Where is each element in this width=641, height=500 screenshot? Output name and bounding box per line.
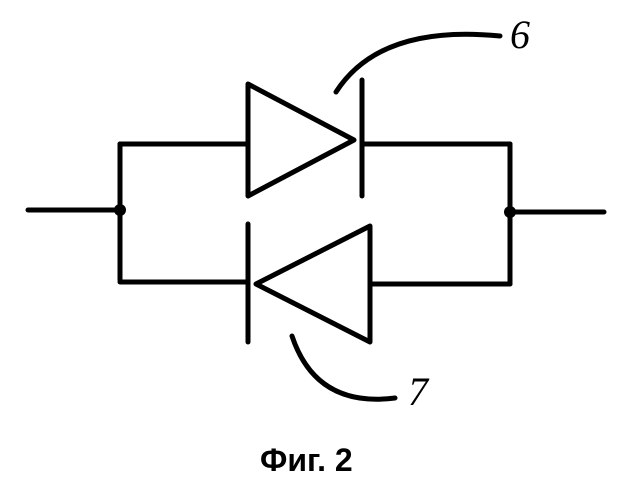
figure-caption: Фиг. 2 bbox=[260, 442, 353, 479]
svg-text:6: 6 bbox=[510, 12, 530, 57]
circuit-diagram: 67 bbox=[0, 0, 641, 425]
svg-text:7: 7 bbox=[408, 369, 430, 414]
circuit-svg: 67 bbox=[0, 0, 641, 420]
